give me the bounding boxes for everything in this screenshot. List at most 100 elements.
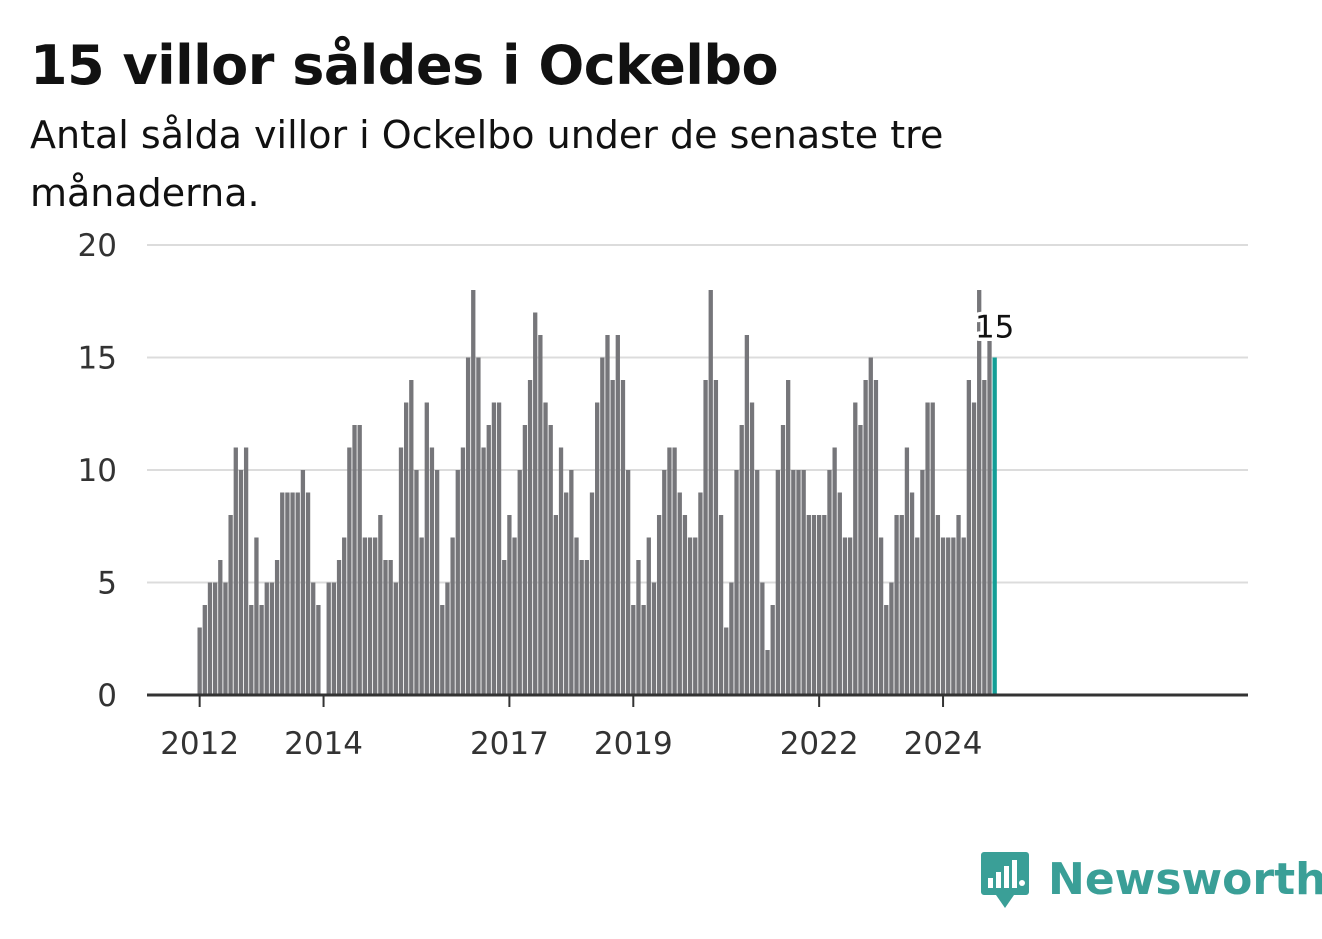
bar (760, 582, 765, 695)
y-axis-ticks: 0 5 10 15 20 (78, 228, 117, 714)
y-tick-label: 20 (78, 228, 117, 264)
bar (631, 605, 636, 695)
bar (832, 447, 837, 695)
bar (238, 470, 244, 695)
x-tick-label: 2024 (904, 726, 983, 762)
bar (595, 402, 600, 695)
bar (749, 402, 755, 695)
x-axis: 2012 2014 2017 2019 2022 2024 (147, 693, 1248, 762)
bar (290, 492, 295, 695)
bar (703, 380, 708, 695)
bar (796, 470, 801, 695)
bar (842, 537, 848, 695)
bar (868, 357, 873, 695)
bar (667, 447, 672, 695)
bar (930, 402, 935, 695)
bar (971, 402, 977, 695)
bar (491, 402, 497, 695)
y-tick-label: 15 (78, 341, 117, 377)
bar (336, 560, 342, 695)
bar (564, 492, 569, 695)
x-tick-label: 2022 (780, 726, 859, 762)
bar (615, 335, 620, 695)
bar (280, 492, 285, 695)
bar (853, 402, 858, 695)
bar (827, 470, 832, 695)
bar (786, 380, 791, 695)
bar (915, 537, 920, 695)
x-tick-label: 2019 (594, 726, 673, 762)
bar (455, 470, 460, 695)
bar (935, 515, 941, 695)
bar (409, 380, 414, 695)
bar (471, 290, 476, 695)
bar (233, 447, 238, 695)
bar (207, 582, 213, 695)
bar (977, 290, 982, 695)
bar (579, 560, 584, 695)
bar (404, 402, 409, 695)
highlight-bar (992, 357, 997, 695)
bar (925, 402, 930, 695)
bar (946, 537, 951, 695)
bar (894, 515, 899, 695)
bar (481, 447, 486, 695)
bar (909, 492, 915, 695)
bar (817, 515, 822, 695)
bar (212, 582, 218, 695)
x-tick-label: 2012 (160, 726, 239, 762)
bar (718, 515, 724, 695)
bar (558, 447, 564, 695)
bar (295, 492, 300, 695)
bar (274, 560, 280, 695)
bar (342, 537, 347, 695)
bar (729, 582, 734, 695)
bar (605, 335, 610, 695)
y-tick-label: 10 (78, 453, 117, 489)
bar (434, 470, 440, 695)
bar (569, 470, 574, 695)
brand-name: Newsworthy (1048, 854, 1322, 905)
bar (311, 582, 316, 695)
bar (584, 560, 589, 695)
x-tick-label: 2017 (470, 726, 549, 762)
bar (465, 357, 471, 695)
bar (889, 582, 894, 695)
bar (920, 470, 925, 695)
bar (548, 425, 553, 695)
bar (904, 447, 910, 695)
bar (243, 447, 249, 695)
bar (863, 380, 868, 695)
bar (305, 492, 311, 695)
chart-gridlines (147, 244, 1248, 584)
bar (496, 402, 502, 695)
bar (956, 515, 961, 695)
bar (249, 605, 254, 695)
bar (765, 650, 770, 695)
bar (285, 492, 290, 695)
y-tick-label: 5 (97, 566, 117, 602)
bar (682, 515, 688, 695)
bar (770, 605, 775, 695)
bar (264, 582, 269, 695)
x-tick-label: 2014 (284, 726, 363, 762)
bar (693, 537, 698, 695)
bar (533, 312, 538, 695)
bar (202, 605, 207, 695)
bar (398, 447, 404, 695)
bar (713, 380, 719, 695)
bar (522, 425, 528, 695)
bar (476, 357, 481, 695)
bar (873, 380, 879, 695)
bar (259, 605, 264, 695)
bar (553, 515, 559, 695)
bar (951, 537, 956, 695)
bar (625, 470, 631, 695)
bar (801, 470, 806, 695)
bar (450, 537, 455, 695)
bar (884, 605, 889, 695)
bar (197, 627, 202, 695)
bar (744, 335, 750, 695)
bar (429, 447, 435, 695)
bar (218, 560, 223, 695)
